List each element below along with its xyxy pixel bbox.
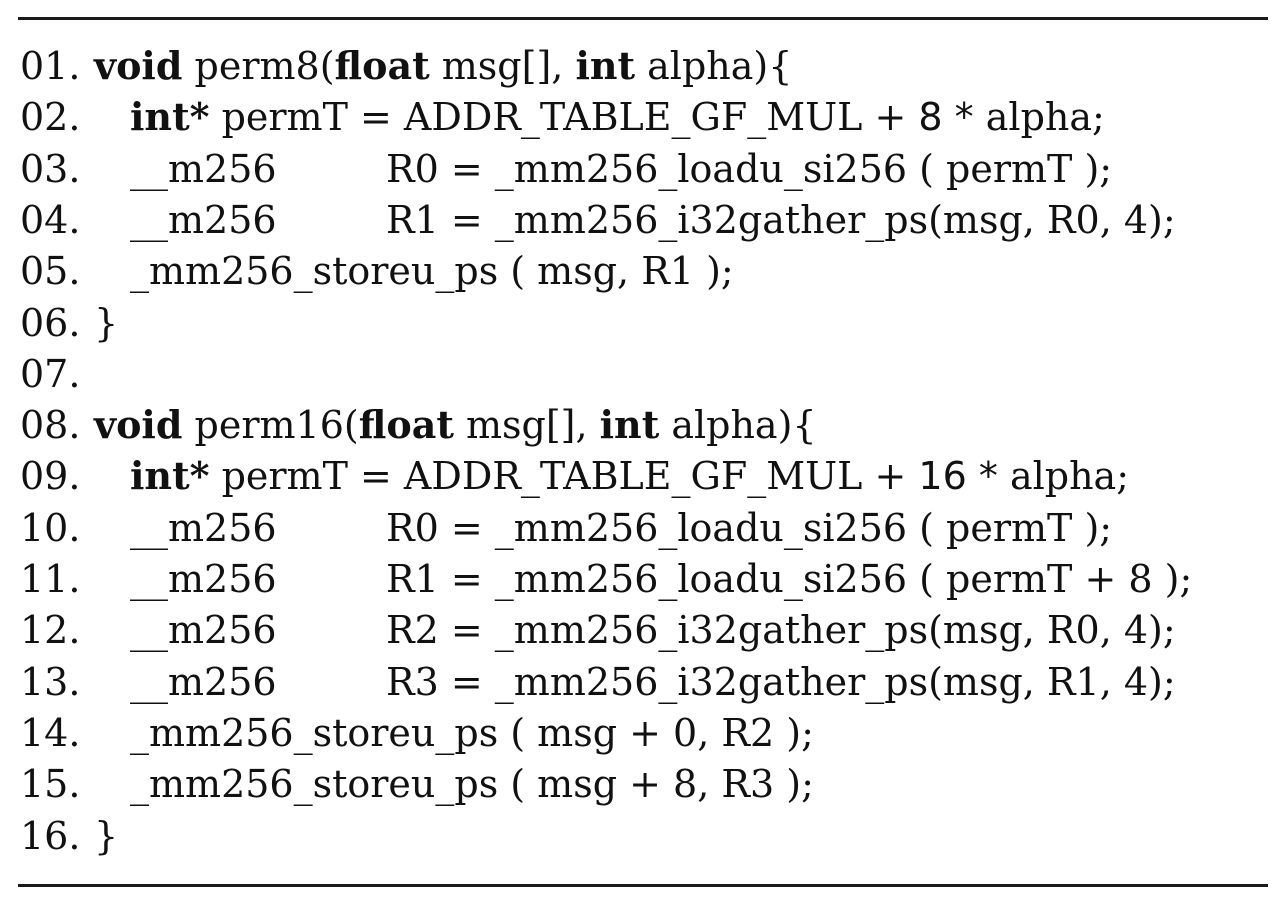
statement-text: R1 = _mm256_loadu_si256 ( permT + 8 ); <box>386 557 1193 601</box>
line-number: 04. <box>20 197 81 242</box>
code-text: void perm8(float msg[], int alpha){ <box>94 40 792 92</box>
statement-text: R0 = _mm256_loadu_si256 ( permT ); <box>386 146 1113 191</box>
statement-text: R1 = _mm256_i32gather_ps(msg, R0, 4); <box>386 197 1176 242</box>
code-token: alpha; <box>973 95 1105 140</box>
code-line: 14. _mm256_storeu_ps ( msg + 0, R2 ); <box>0 707 1288 759</box>
keyword-token: float <box>358 402 454 448</box>
code-token: alpha){ <box>635 44 793 88</box>
code-line: 12. __m256 R2 = _mm256_i32gather_ps(msg, R… <box>0 604 1288 656</box>
code-token: 16 * <box>918 454 998 499</box>
line-number: 05. <box>20 249 81 294</box>
type-token: __m256 <box>130 659 277 704</box>
line-number: 03. <box>20 146 81 191</box>
keyword-token: int* <box>130 94 210 140</box>
code-line: 10. __m256 R0 = _mm256_loadu_si256 ( permT… <box>0 502 1288 554</box>
code-line: 03. __m256 R0 = _mm256_loadu_si256 ( permT… <box>0 143 1288 195</box>
keyword-token: void <box>94 402 183 448</box>
code-text: int* permT = ADDR_TABLE_GF_MUL + 16 * al… <box>130 450 1129 502</box>
line-number: 07. <box>20 351 81 396</box>
keyword-token: int <box>599 402 660 448</box>
closing-brace: } <box>94 813 119 858</box>
code-token: 8 * <box>918 95 974 140</box>
code-line: 01. void perm8(float msg[], int alpha){ <box>0 40 1288 92</box>
code-line: 07. <box>0 348 1288 400</box>
code-token: alpha; <box>997 454 1130 499</box>
code-line: 04. __m256 R1 = _mm256_i32gather_ps(msg, R… <box>0 194 1288 246</box>
line-number: 02. <box>20 95 81 140</box>
code-text: _mm256_storeu_ps ( msg, R1 ); <box>130 245 734 297</box>
line-number: 10. <box>20 505 81 550</box>
line-number: 16. <box>20 813 81 858</box>
code-token: perm16( <box>182 403 359 448</box>
keyword-token: void <box>94 43 183 88</box>
keyword-token: int* <box>130 453 210 499</box>
code-text: void perm16(float msg[], int alpha){ <box>94 399 817 451</box>
code-token: perm8( <box>182 44 335 88</box>
line-number: 08. <box>20 403 81 448</box>
code-token: permT = ADDR_TABLE_GF_MUL + <box>209 95 919 140</box>
type-token: __m256 <box>130 557 277 601</box>
code-line: 09. int* permT = ADDR_TABLE_GF_MUL + 16 *… <box>0 450 1288 502</box>
statement-text: R0 = _mm256_loadu_si256 ( permT ); <box>386 505 1113 550</box>
code-text: int* permT = ADDR_TABLE_GF_MUL + 8 * alp… <box>130 91 1105 143</box>
code-token: _mm256_storeu_ps ( msg, R1 ); <box>130 249 734 294</box>
code-text: _mm256_storeu_ps ( msg + 8, R3 ); <box>130 758 814 810</box>
bottom-rule <box>18 884 1268 887</box>
line-number: 13. <box>20 659 81 704</box>
code-line: 11. __m256 R1 = _mm256_loadu_si256 ( permT… <box>0 553 1288 605</box>
code-line: 08. void perm16(float msg[], int alpha){ <box>0 399 1288 451</box>
line-number: 12. <box>20 608 81 653</box>
code-token: msg[], <box>429 44 576 88</box>
top-rule <box>18 17 1268 20</box>
statement-text: R3 = _mm256_i32gather_ps(msg, R1, 4); <box>386 659 1176 704</box>
type-token: __m256 <box>130 146 277 191</box>
code-token: msg[], <box>453 403 600 448</box>
type-token: __m256 <box>130 197 277 242</box>
line-number: 11. <box>20 557 81 601</box>
code-line: 16.} <box>0 810 1288 862</box>
keyword-token: int <box>575 43 636 88</box>
code-token: _mm256_storeu_ps ( msg + 0, R2 ); <box>130 710 814 755</box>
code-line: 15. _mm256_storeu_ps ( msg + 8, R3 ); <box>0 758 1288 810</box>
code-token: _mm256_storeu_ps ( msg + 8, R3 ); <box>130 762 814 807</box>
line-number: 01. <box>20 44 81 88</box>
line-number: 06. <box>20 300 81 345</box>
line-number: 15. <box>20 762 81 807</box>
keyword-token: float <box>334 43 430 88</box>
closing-brace: } <box>94 300 119 345</box>
code-line: 06.} <box>0 297 1288 349</box>
code-line: 02. int* permT = ADDR_TABLE_GF_MUL + 8 * … <box>0 91 1288 143</box>
line-number: 09. <box>20 454 81 499</box>
code-token: alpha){ <box>659 403 817 448</box>
code-token: permT = ADDR_TABLE_GF_MUL + <box>209 454 919 499</box>
type-token: __m256 <box>130 608 277 653</box>
line-number: 14. <box>20 710 81 755</box>
type-token: __m256 <box>130 505 277 550</box>
code-line: 05. _mm256_storeu_ps ( msg, R1 ); <box>0 245 1288 297</box>
code-text: _mm256_storeu_ps ( msg + 0, R2 ); <box>130 707 814 759</box>
code-line: 13. __m256 R3 = _mm256_i32gather_ps(msg, R… <box>0 656 1288 708</box>
statement-text: R2 = _mm256_i32gather_ps(msg, R0, 4); <box>386 608 1176 653</box>
